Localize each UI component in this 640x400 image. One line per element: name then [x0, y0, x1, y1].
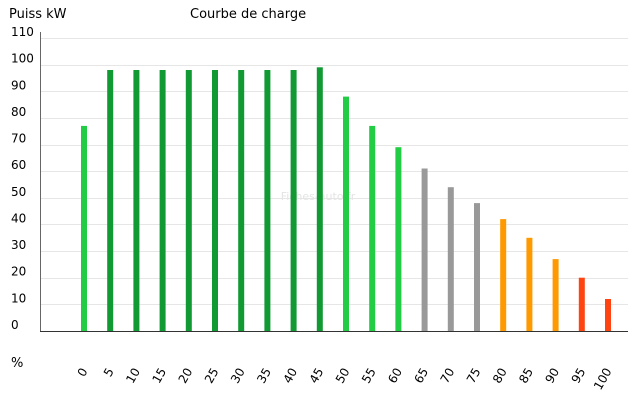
bar — [421, 168, 428, 331]
y-tick-label: 40 — [11, 211, 26, 225]
x-tick-label: 95 — [569, 366, 589, 386]
x-tick-label: 65 — [411, 366, 431, 386]
x-tick-label: 25 — [202, 366, 222, 386]
bar — [447, 187, 454, 331]
x-tick-label: 30 — [228, 366, 248, 386]
x-tick-label: 35 — [254, 366, 274, 386]
x-tick-label: 60 — [385, 366, 405, 386]
x-tick-label: 15 — [149, 366, 169, 386]
bar — [316, 67, 323, 332]
x-tick-label: 40 — [280, 366, 300, 386]
y-tick-label: 50 — [11, 185, 26, 199]
bar — [212, 70, 218, 331]
y-tick-label: 20 — [11, 265, 26, 279]
y-tick-label: 80 — [11, 105, 26, 119]
bar — [133, 70, 140, 331]
y-tick-label: 0 — [11, 318, 19, 332]
bar — [107, 70, 114, 331]
bar — [552, 259, 559, 331]
y-tick-label: 30 — [11, 238, 26, 252]
y-tick-label: 90 — [11, 78, 26, 92]
bar — [605, 299, 611, 331]
y-tick-label: 70 — [11, 132, 26, 146]
bar — [395, 147, 402, 331]
bar — [343, 96, 349, 331]
y-axis-label: Puiss kW — [9, 7, 67, 22]
bar — [578, 277, 585, 331]
bar — [185, 70, 192, 331]
x-tick-label: 20 — [176, 366, 196, 386]
bar — [81, 125, 87, 332]
x-tick-label: 100 — [591, 366, 615, 393]
y-tick-label: 100 — [11, 52, 34, 66]
bar — [369, 125, 376, 332]
x-tick-label: 0 — [75, 366, 91, 380]
bar — [500, 219, 507, 331]
y-tick-label: 60 — [11, 158, 26, 172]
x-tick-label: 70 — [438, 366, 458, 386]
x-tick-label: 75 — [464, 366, 484, 386]
bar — [159, 70, 166, 331]
y-tick-label: 110 — [11, 25, 34, 39]
bar — [526, 237, 533, 331]
chart-title: Courbe de charge — [190, 7, 307, 22]
y-tick-label: 10 — [11, 291, 26, 305]
x-tick-label: 90 — [542, 366, 562, 386]
x-tick-label: 80 — [490, 366, 510, 386]
x-tick-label: 10 — [123, 366, 143, 386]
bar — [264, 70, 271, 331]
bar — [290, 70, 297, 331]
bar — [238, 70, 245, 331]
x-tick-label: 45 — [307, 366, 327, 386]
x-tick-label: 85 — [516, 366, 536, 386]
x-tick-label: 55 — [359, 366, 379, 386]
x-tick-label: 5 — [101, 366, 117, 380]
x-axis-label: % — [11, 356, 24, 371]
bar — [474, 203, 480, 331]
x-tick-label: 50 — [333, 366, 353, 386]
